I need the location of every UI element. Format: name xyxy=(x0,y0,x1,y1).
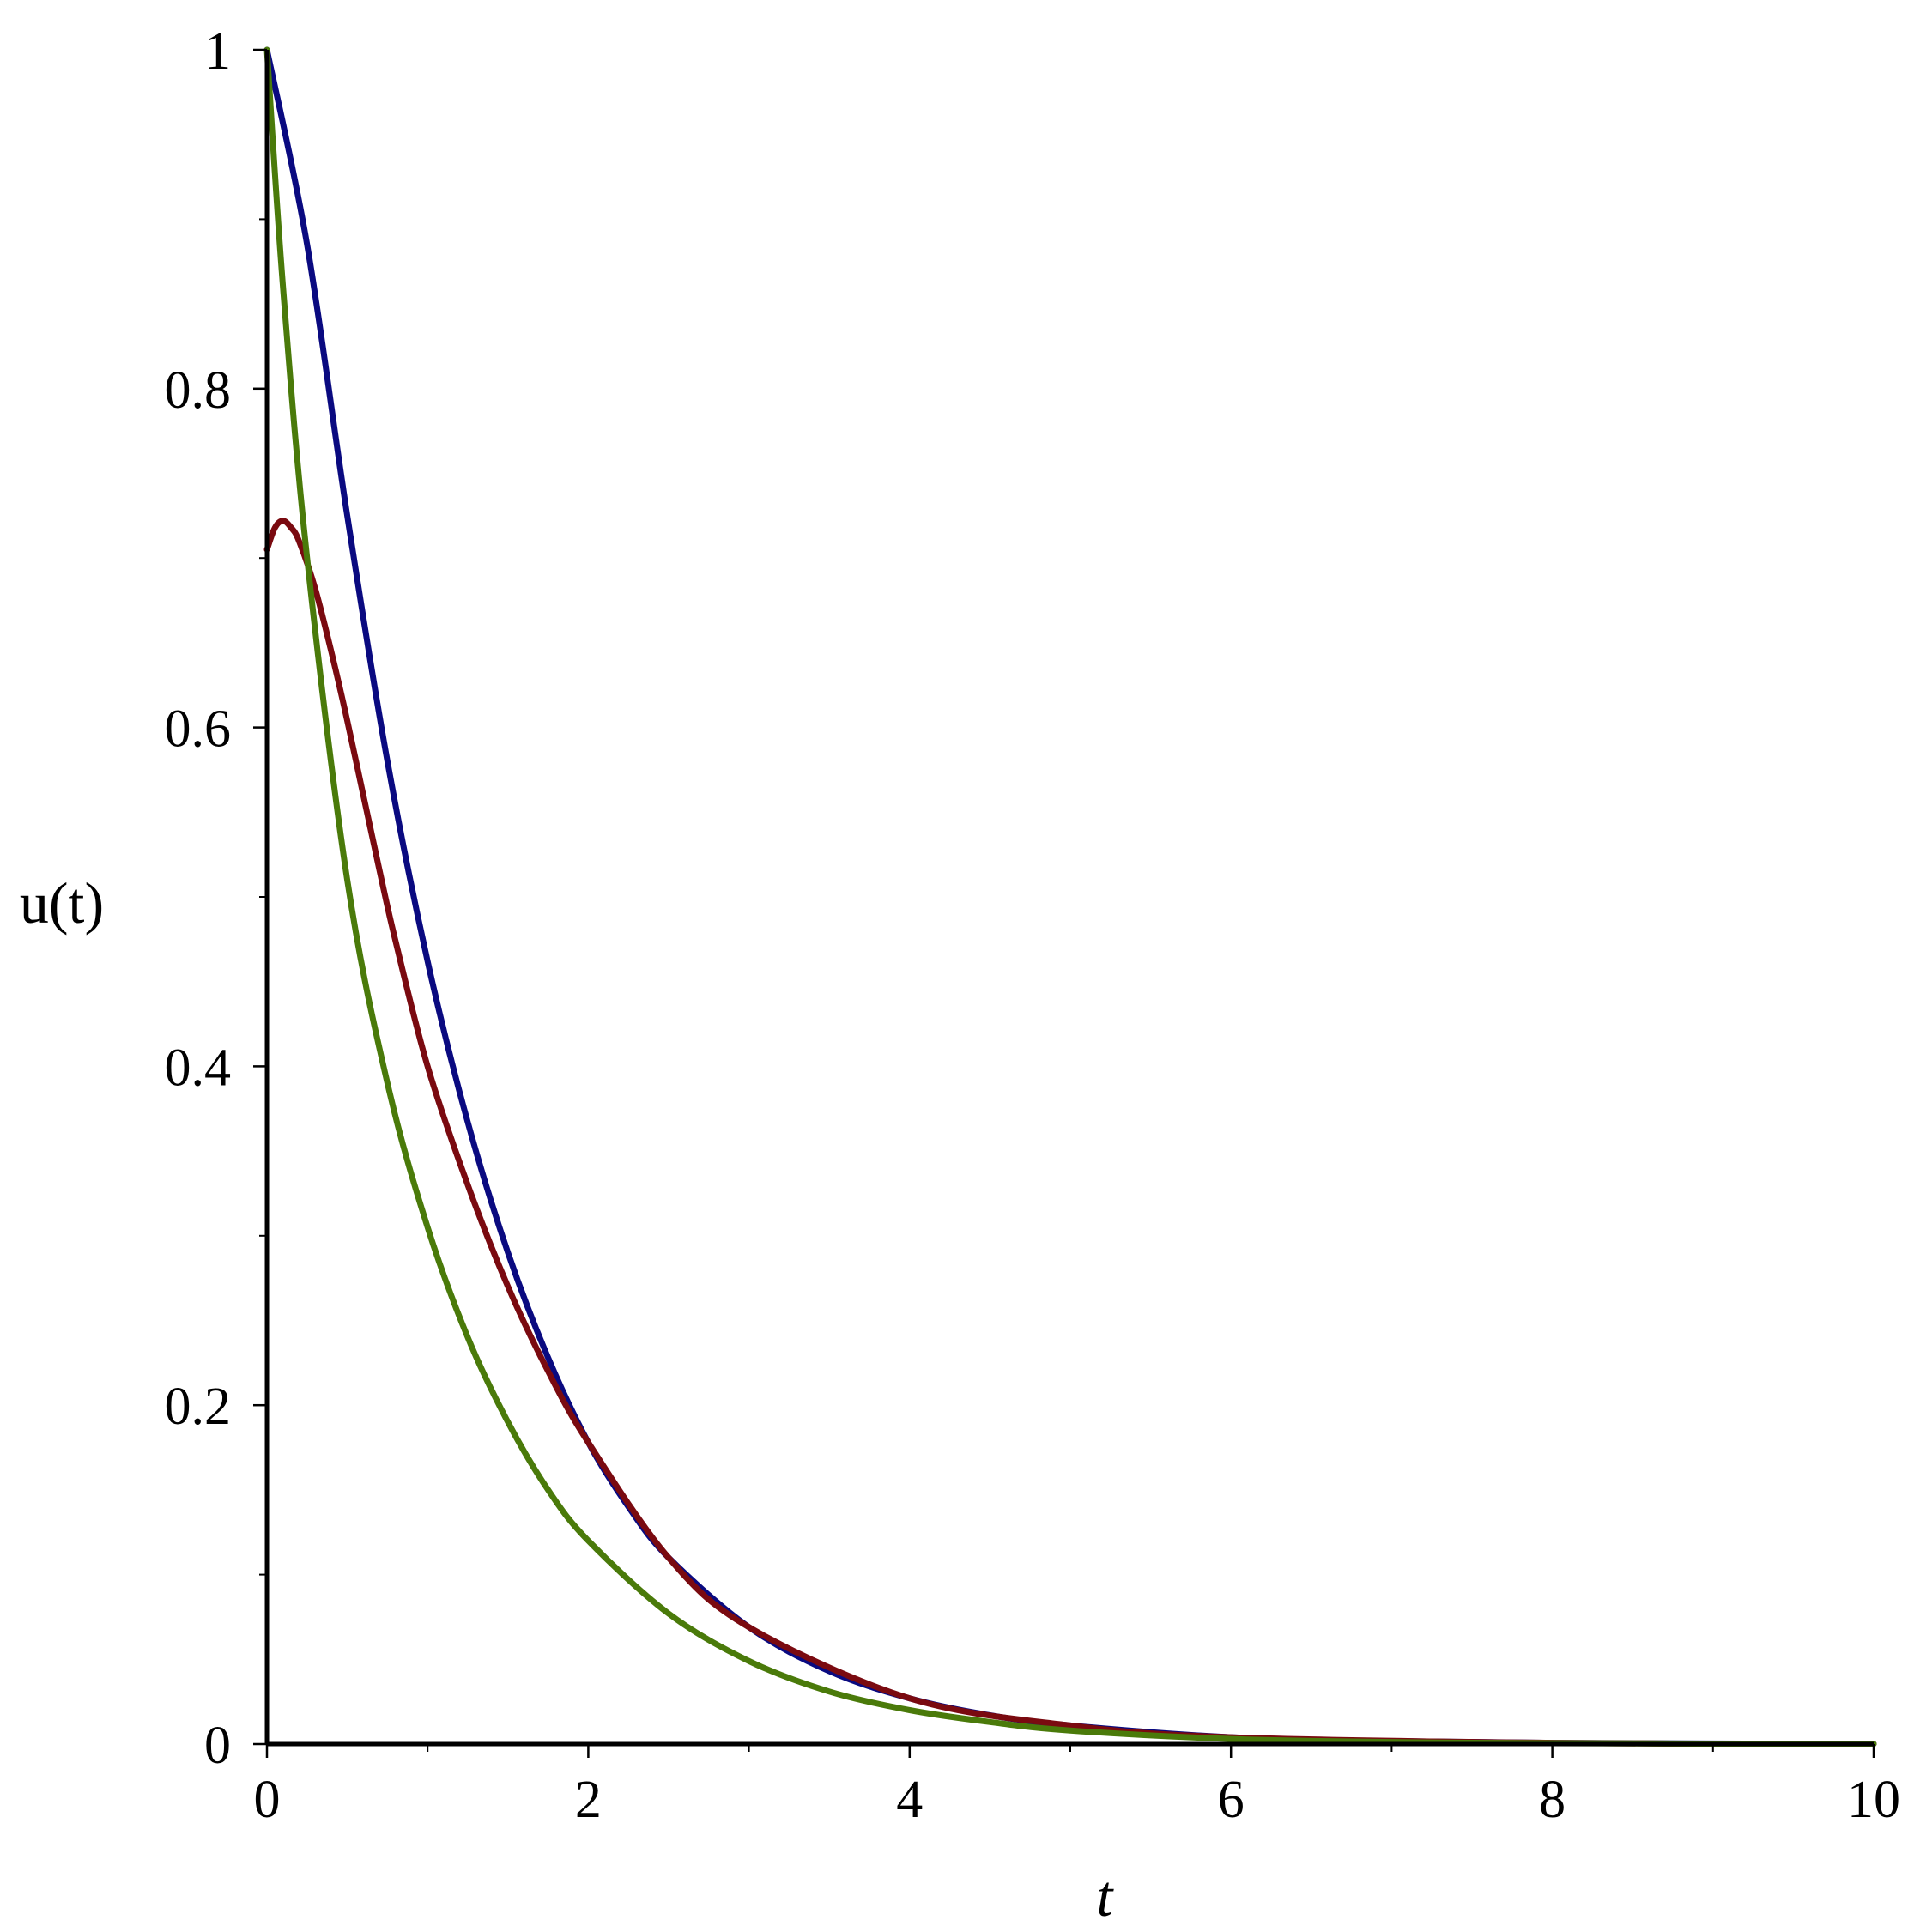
plot-lines xyxy=(263,46,1877,1747)
y-tick-label: 0.2 xyxy=(165,1378,232,1436)
series-line-1 xyxy=(263,46,1877,1747)
axes xyxy=(264,50,1874,1747)
x-tick-label: 4 xyxy=(896,1771,923,1829)
series-line-3 xyxy=(263,46,1877,1747)
x-tick-label: 8 xyxy=(1539,1771,1566,1829)
x-tick-label: 2 xyxy=(575,1771,602,1829)
x-tick-label: 10 xyxy=(1847,1771,1900,1829)
y-tick-label: 0 xyxy=(204,1717,231,1775)
y-tick-label: 0.4 xyxy=(165,1039,232,1097)
series-line-2 xyxy=(263,518,1877,1747)
y-tick-label: 0.8 xyxy=(165,361,232,420)
tick-labels: 0 2 4 6 8 10 0 0.2 0.4 0.6 0.8 1 xyxy=(165,22,1901,1829)
y-tick-label: 1 xyxy=(204,22,231,81)
x-axis-title: t xyxy=(1097,1863,1115,1929)
ticks xyxy=(253,48,1875,1758)
y-tick-label: 0.6 xyxy=(165,700,232,759)
x-tick-label: 6 xyxy=(1218,1771,1245,1829)
x-tick-label: 0 xyxy=(254,1771,281,1829)
y-axis-title: u(t) xyxy=(20,870,104,936)
